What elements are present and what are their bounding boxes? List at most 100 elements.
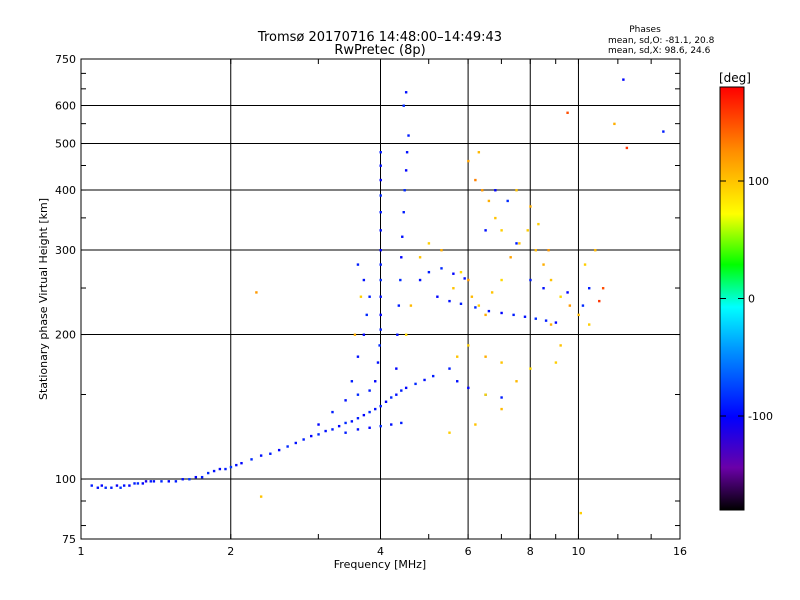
- o-trace-point: [402, 104, 405, 107]
- x-trace-point: [549, 323, 553, 326]
- x-trace-point: [474, 178, 477, 182]
- o-trace-point: [317, 433, 320, 436]
- colorbar-unit-label: [deg]: [719, 71, 751, 85]
- x-trace-point: [481, 189, 484, 192]
- o-trace-point: [402, 211, 405, 214]
- o-trace-point: [362, 413, 366, 417]
- o-trace-point: [405, 151, 409, 154]
- o-trace-point: [379, 328, 382, 331]
- stats-line-x: mean, sd,X: 98.6, 24.6: [608, 46, 711, 56]
- o-trace-point: [337, 424, 341, 428]
- o-trace-point: [427, 270, 431, 274]
- o-trace-point: [277, 448, 281, 452]
- o-trace-point: [90, 484, 93, 487]
- o-trace-point: [218, 467, 222, 471]
- o-trace-point: [152, 480, 156, 483]
- o-trace-point: [368, 410, 371, 414]
- o-trace-point: [487, 309, 491, 313]
- o-trace-point: [506, 199, 509, 203]
- x-trace-point: [500, 361, 503, 364]
- x-trace-point: [518, 242, 521, 245]
- o-trace-point: [133, 482, 136, 485]
- o-trace-point: [523, 315, 527, 318]
- x-trace-point: [487, 199, 491, 203]
- chart-subtitle: RwPretec (8p): [334, 43, 425, 58]
- o-trace-point: [356, 355, 360, 358]
- o-trace-point: [418, 278, 422, 282]
- x-trace-point: [259, 495, 263, 498]
- x-trace-point: [594, 249, 597, 252]
- x-trace-point: [490, 291, 494, 294]
- o-trace-point: [390, 423, 393, 426]
- o-trace-point: [423, 378, 426, 382]
- plot-frame: [80, 58, 681, 540]
- x-tick-label: 2: [227, 545, 234, 558]
- x-trace-point: [587, 323, 591, 326]
- x-trace-point: [529, 367, 532, 370]
- x-trace-point: [583, 263, 587, 266]
- x-tick-label: 16: [673, 545, 687, 558]
- x-tick-label: 1: [78, 545, 85, 558]
- x-trace-point: [515, 380, 518, 383]
- y-tick-label: 100: [55, 473, 76, 486]
- o-trace-point: [459, 302, 463, 305]
- o-trace-point: [362, 333, 366, 336]
- x-trace-point: [542, 263, 545, 266]
- o-trace-point: [344, 399, 347, 402]
- o-trace-point: [542, 287, 545, 290]
- o-trace-point: [302, 438, 305, 441]
- axis-ticks: 1 2 4 6 8 10 16 75 100 200 300 400 500 600 750: [55, 53, 687, 558]
- x-trace-point: [559, 344, 562, 347]
- o-trace-point: [662, 130, 665, 133]
- o-trace-point: [512, 313, 515, 317]
- o-trace-point: [167, 480, 170, 483]
- y-axis-label: Stationary phase Virtual Height [km]: [37, 198, 50, 400]
- o-trace-point: [181, 478, 184, 481]
- o-trace-point: [310, 434, 313, 438]
- o-trace-point: [440, 267, 443, 270]
- o-trace-point: [384, 400, 388, 403]
- x-tick-label: 6: [465, 545, 472, 558]
- y-tick-label: 75: [62, 533, 76, 546]
- o-trace-point: [229, 465, 233, 469]
- x-trace-point: [534, 249, 537, 252]
- x-trace-point: [448, 431, 451, 434]
- o-trace-point: [356, 263, 360, 266]
- x-trace-point: [549, 278, 553, 282]
- o-trace-point: [404, 91, 408, 94]
- x-trace-point: [484, 393, 487, 396]
- x-trace-point: [467, 278, 470, 282]
- o-trace-point: [390, 396, 393, 399]
- o-trace-point: [104, 486, 107, 489]
- o-trace-point: [554, 321, 558, 324]
- x-trace-point: [353, 333, 357, 336]
- x-trace-point: [554, 361, 558, 364]
- x-trace-point: [456, 355, 459, 358]
- o-trace-point: [356, 417, 360, 420]
- o-trace-point: [136, 482, 140, 485]
- o-trace-point: [356, 428, 360, 431]
- o-trace-point: [317, 423, 320, 426]
- o-trace-point: [379, 229, 382, 232]
- o-trace-point: [587, 287, 591, 290]
- colorbar-tick-label: -100: [748, 410, 773, 423]
- x-trace-point: [477, 304, 481, 307]
- o-trace-point: [365, 313, 368, 317]
- x-trace-point: [484, 313, 487, 317]
- o-trace-point: [350, 420, 354, 423]
- x-trace-point: [566, 111, 569, 114]
- o-trace-point: [379, 313, 382, 317]
- o-trace-point: [250, 458, 253, 461]
- o-trace-point: [368, 389, 371, 392]
- o-trace-point: [374, 407, 377, 411]
- o-trace-point: [467, 386, 470, 390]
- x-trace-point: [601, 287, 605, 290]
- x-trace-point: [474, 423, 477, 426]
- o-trace-point: [362, 278, 366, 282]
- o-trace-point: [581, 304, 585, 307]
- o-trace-point: [200, 475, 204, 479]
- o-trace-point: [376, 361, 380, 364]
- o-trace-point: [494, 189, 497, 192]
- o-trace-point: [474, 306, 477, 309]
